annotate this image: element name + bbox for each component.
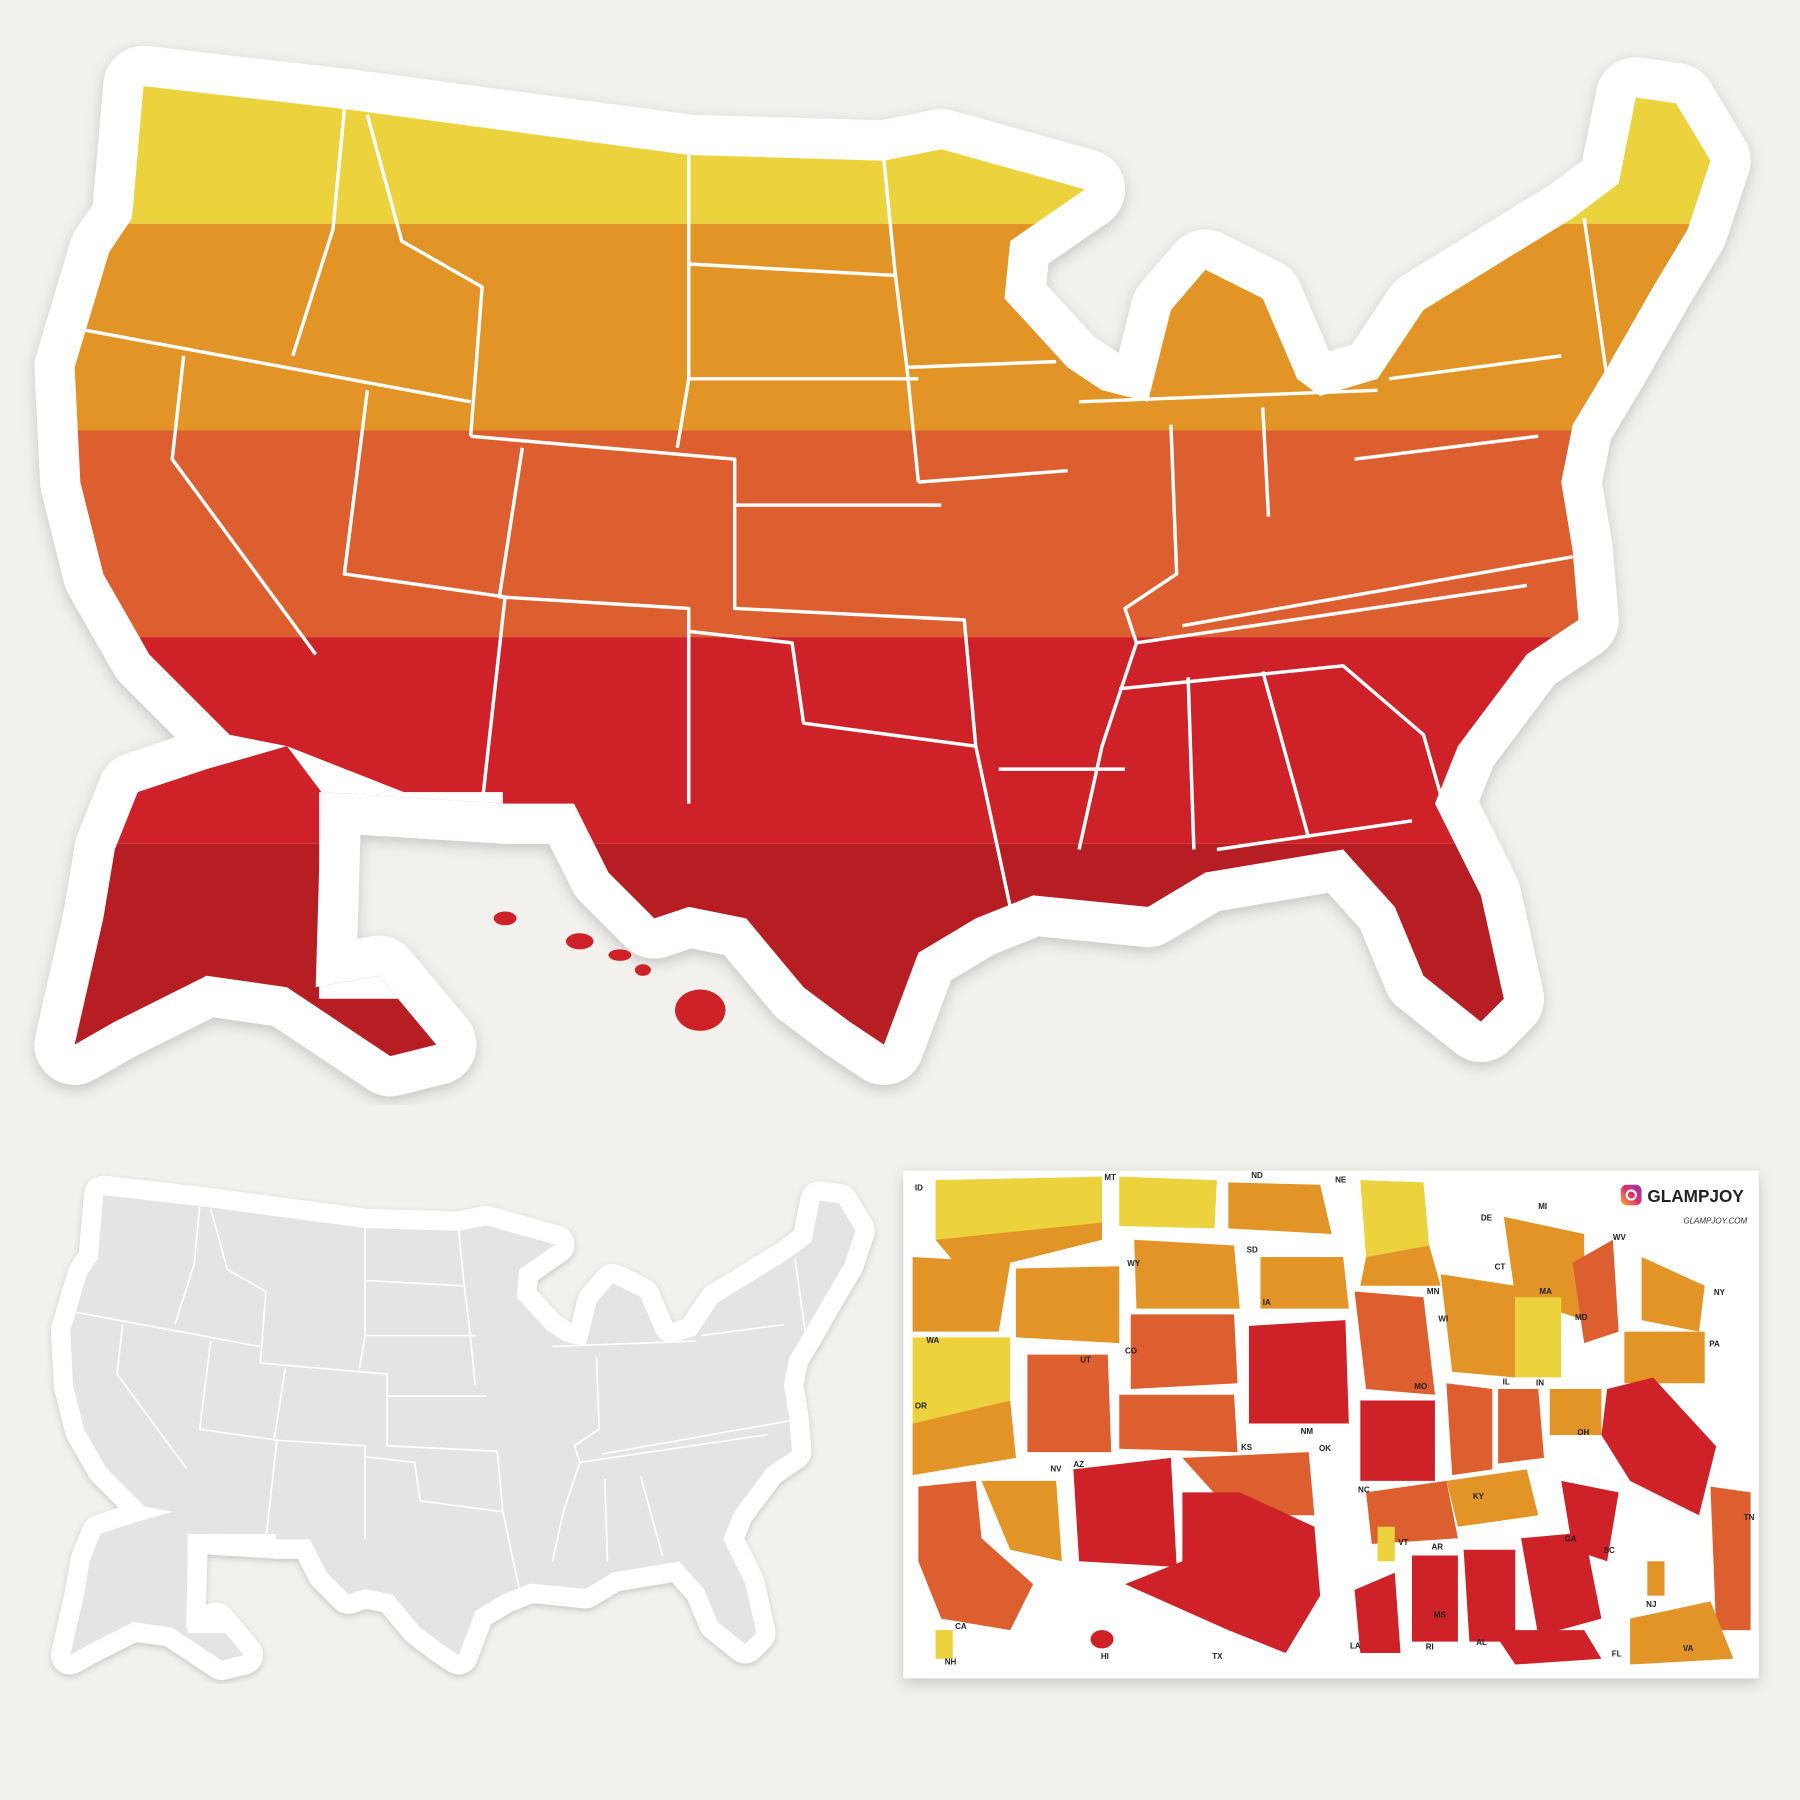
state-label: GA <box>1565 1535 1577 1544</box>
state-label: MI <box>1538 1202 1547 1211</box>
state-label: OH <box>1577 1428 1589 1437</box>
brand-url: GLAMPJOY.COM <box>1683 1217 1747 1226</box>
instagram-icon <box>1620 1184 1642 1206</box>
state-label: VT <box>1398 1538 1408 1547</box>
hawaii <box>493 911 726 1031</box>
state-label: CA <box>955 1622 967 1631</box>
state-label: NM <box>1301 1427 1314 1436</box>
state-label: RI <box>1426 1643 1434 1652</box>
state-label: MS <box>1434 1610 1447 1619</box>
state-label: NV <box>1050 1465 1062 1474</box>
state-label: FL <box>1612 1650 1622 1659</box>
state-label: VA <box>1683 1644 1694 1653</box>
state-label: NJ <box>1646 1600 1656 1609</box>
state-label: HI <box>1101 1652 1109 1661</box>
state-label: SD <box>1247 1245 1258 1254</box>
brand-name: GLAMPJOY <box>1647 1186 1744 1206</box>
state-label: AR <box>1432 1543 1444 1552</box>
state-label: WI <box>1438 1314 1448 1323</box>
state-label: CT <box>1495 1263 1506 1272</box>
state-label: UT <box>1080 1356 1091 1365</box>
state-label: LA <box>1350 1641 1361 1650</box>
state-label: NE <box>1335 1175 1347 1184</box>
state-label: CO <box>1125 1346 1137 1355</box>
state-label: SC <box>1604 1546 1615 1555</box>
state-label: OR <box>915 1402 927 1411</box>
state-label: IN <box>1536 1379 1544 1388</box>
state-label: PA <box>1709 1340 1720 1349</box>
state-label: MA <box>1539 1287 1552 1296</box>
state-label: WA <box>926 1336 939 1345</box>
state-label: ND <box>1251 1171 1263 1180</box>
gray-sticker <box>68 1195 856 1661</box>
state-label: NH <box>945 1658 957 1667</box>
state-label: IL <box>1503 1377 1510 1386</box>
state-label: WY <box>1127 1259 1141 1268</box>
state-label: MN <box>1427 1287 1440 1296</box>
state-label: NY <box>1714 1288 1726 1297</box>
big-sticker <box>0 0 1800 1073</box>
state-label: MD <box>1575 1313 1588 1322</box>
state-label: MO <box>1414 1382 1427 1391</box>
sticker-sheet: ID MT ND NE DE MI WY SD MN WV NY IA CT MA WI MD WA UT CO IL… <box>903 1171 1759 1679</box>
state-label: ID <box>915 1183 923 1192</box>
state-label: OK <box>1319 1444 1331 1453</box>
state-label: WV <box>1613 1233 1627 1242</box>
state-label: AL <box>1476 1638 1487 1647</box>
state-label: KS <box>1241 1443 1253 1452</box>
state-label: MT <box>1104 1173 1116 1182</box>
state-label: IA <box>1263 1298 1271 1307</box>
state-label: NC <box>1358 1485 1370 1494</box>
state-label: TN <box>1744 1513 1755 1522</box>
state-label: DE <box>1481 1213 1493 1222</box>
state-label: KY <box>1473 1492 1485 1501</box>
state-label: AZ <box>1073 1460 1084 1469</box>
state-label: TX <box>1212 1652 1223 1661</box>
